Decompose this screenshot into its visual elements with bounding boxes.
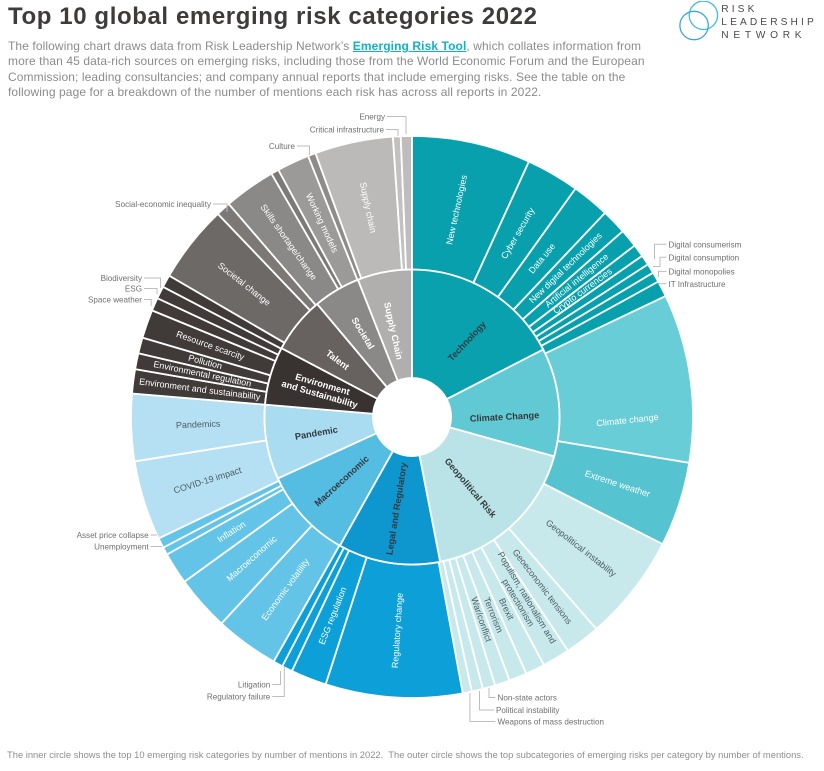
svg-text:ESG: ESG [125, 285, 142, 294]
svg-text:Digital monopolies: Digital monopolies [669, 268, 735, 277]
svg-text:Political instability: Political instability [496, 706, 560, 715]
svg-text:RISK: RISK [721, 4, 757, 15]
svg-text:Social-economic inequality: Social-economic inequality [115, 200, 212, 209]
svg-text:LEADERSHIP: LEADERSHIP [721, 17, 817, 28]
svg-text:Regulatory change: Regulatory change [390, 592, 405, 668]
svg-text:Space weather: Space weather [88, 296, 142, 305]
svg-text:Asset price collapse: Asset price collapse [77, 531, 149, 540]
svg-text:Climate Change: Climate Change [470, 410, 540, 424]
svg-text:Non-state actors: Non-state actors [498, 694, 557, 703]
svg-text:Regulatory failure: Regulatory failure [207, 693, 271, 702]
svg-text:Digital consumerism: Digital consumerism [669, 241, 742, 250]
svg-text:NETWORK: NETWORK [721, 30, 806, 41]
svg-text:Digital consumption: Digital consumption [669, 254, 740, 263]
svg-text:IT Infrastructure: IT Infrastructure [669, 280, 726, 289]
svg-text:Litigation: Litigation [238, 681, 270, 690]
svg-text:Culture: Culture [269, 142, 296, 151]
svg-text:Pandemics: Pandemics [176, 419, 221, 431]
svg-text:Unemployment: Unemployment [94, 543, 149, 552]
svg-text:Energy: Energy [359, 113, 386, 122]
svg-text:Weapons of mass destruction: Weapons of mass destruction [498, 718, 604, 727]
svg-text:Biodiversity: Biodiversity [101, 274, 143, 283]
svg-text:Critical infrastructure: Critical infrastructure [310, 126, 385, 135]
